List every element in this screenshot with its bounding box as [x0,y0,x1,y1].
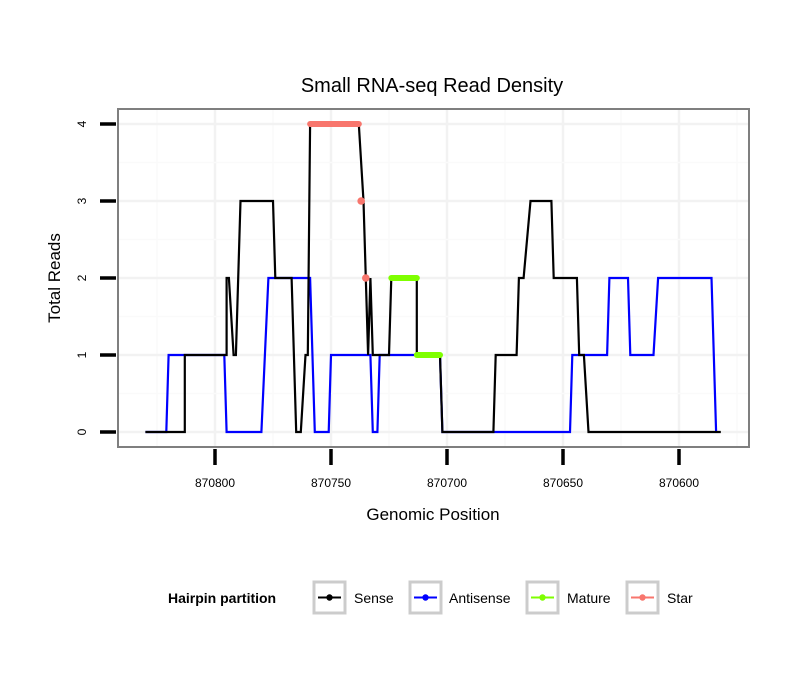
legend-key-dot [539,594,546,601]
legend: Hairpin partition Sense Antisense Mature… [168,580,693,615]
x-axis: 870800 870750 870700 870650 870600 [195,449,699,490]
x-tick-label: 870750 [311,476,351,490]
x-axis-title: Genomic Position [366,505,499,524]
legend-item-sense: Sense [312,580,394,615]
y-axis-title: Total Reads [45,233,64,323]
y-tick-label: 4 [75,120,89,127]
x-tick-label: 870700 [427,476,467,490]
x-tick-label: 870600 [659,476,699,490]
series-layer [145,121,721,434]
legend-label: Star [667,590,693,606]
y-tick-label: 3 [75,197,89,204]
y-tick-label: 2 [75,274,89,281]
plot-border [117,108,750,448]
legend-label: Sense [354,590,394,606]
legend-key-dot [326,594,333,601]
series-line-sense [145,122,721,434]
chart-title: Small RNA-seq Read Density [301,75,563,97]
legend-title: Hairpin partition [168,590,276,606]
legend-label: Mature [567,590,611,606]
legend-item-star: Star [625,580,693,615]
plot-panel [117,108,750,448]
legend-key-dot [639,594,646,601]
series-line-antisense [145,276,718,434]
legend-label: Antisense [449,590,511,606]
series-point-star [362,274,370,282]
y-tick-label: 0 [75,428,89,435]
legend-item-antisense: Antisense [408,580,511,615]
legend-key-dot [422,594,429,601]
legend-item-mature: Mature [525,580,611,615]
x-tick-label: 870800 [195,476,235,490]
x-tick-label: 870650 [543,476,583,490]
y-tick-label: 1 [75,351,89,358]
y-axis: 0 1 2 3 4 [75,120,116,435]
series-point-star [357,197,365,205]
